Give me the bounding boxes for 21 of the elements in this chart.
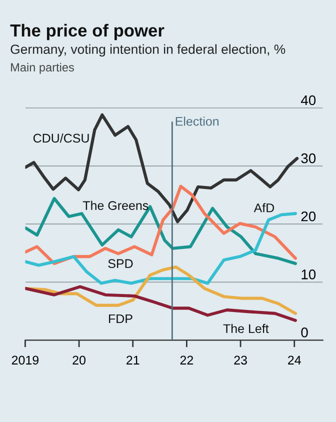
- y-tick-label: 20: [301, 211, 316, 222]
- chart-title: The price of power: [10, 24, 164, 40]
- y-tick-label: 10: [302, 270, 316, 280]
- series-label: The Left: [223, 324, 269, 334]
- x-tick-label: 23: [234, 356, 247, 365]
- series-label: AfD: [254, 203, 274, 212]
- y-tick-label: 40: [300, 95, 316, 106]
- ref-line-label: Election: [176, 116, 219, 126]
- y-tick-label: 0: [301, 328, 308, 338]
- series-label: CDU/CSU: [33, 133, 89, 143]
- x-tick-label: 24: [288, 356, 301, 364]
- x-tick-label: 20: [72, 356, 86, 365]
- series-label: SPD: [108, 259, 133, 268]
- y-tick-label: 30: [301, 153, 316, 164]
- text: Main parties: [11, 62, 74, 74]
- series-label: The Greens: [82, 200, 148, 210]
- x-tick-label: 2019: [12, 356, 39, 365]
- series-label: FDP: [109, 314, 132, 324]
- x-tick-label: 21: [126, 356, 140, 364]
- x-tick-label: 22: [180, 356, 194, 364]
- chart-subtitle: Germany, voting intention in federal election, %: [10, 44, 286, 57]
